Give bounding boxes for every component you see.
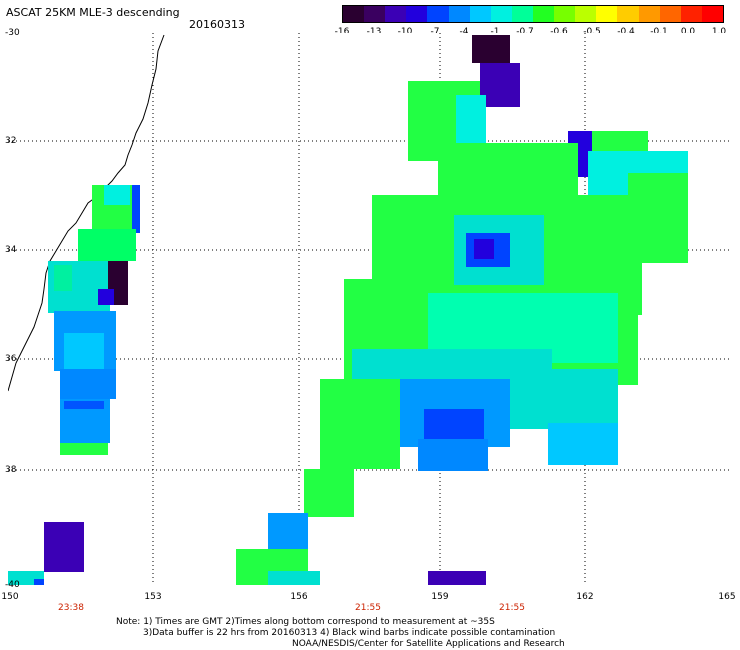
lon-label: 162: [576, 592, 594, 602]
note-line-3: NOAA/NESDIS/Center for Satellite Applica…: [292, 639, 565, 649]
colorbar-swatch: [575, 6, 597, 22]
colorbar-tick: -0.7: [516, 27, 534, 37]
colorbar: [342, 5, 724, 23]
coastline: [8, 34, 165, 392]
colorbar-swatch: [364, 6, 386, 22]
colorbar-swatch: [680, 6, 702, 22]
colorbar-swatch: [427, 6, 449, 22]
colorbar-tick: -10: [397, 27, 413, 37]
colorbar-swatch: [532, 6, 555, 22]
left-swath: [48, 185, 140, 455]
main-swath: [304, 35, 688, 585]
lat-label: 34: [5, 245, 17, 255]
colorbar-swatch: [701, 6, 723, 22]
colorbar-tick: -0.5: [583, 27, 601, 37]
colorbar-tick: -7: [430, 27, 440, 37]
lon-label: 156: [290, 592, 308, 602]
note-line-2: 3)Data buffer is 22 hrs from 20160313 4)…: [143, 628, 556, 638]
time-label: 21:55: [355, 603, 381, 613]
colorbar-tick-labels: -16 -13 -10 -7 -4 -1 -0.7 -0.6 -0.5 -0.4…: [327, 27, 737, 39]
lat-label: -30: [5, 28, 20, 38]
lat-label: 36: [5, 354, 17, 364]
colorbar-tick: 1.0: [711, 27, 727, 37]
colorbar-swatch: [448, 6, 470, 22]
colorbar-swatch: [659, 6, 681, 22]
colorbar-tick: -13: [366, 27, 382, 37]
lon-label: 150: [1, 592, 19, 602]
colorbar-tick: -4: [459, 27, 469, 37]
lon-label: 153: [144, 592, 162, 602]
colorbar-swatch: [406, 6, 428, 22]
colorbar-tick: -0.6: [550, 27, 568, 37]
colorbar-swatch: [511, 6, 533, 22]
time-label: 21:55: [499, 603, 525, 613]
lon-label: 159: [431, 592, 449, 602]
map-title: ASCAT 25KM MLE-3 descending: [6, 6, 180, 19]
date-label: 20160313: [189, 18, 245, 31]
colorbar-swatch: [343, 6, 365, 22]
colorbar-tick: -0.4: [617, 27, 635, 37]
colorbar-tick: -16: [334, 27, 350, 37]
colorbar-swatch: [385, 6, 407, 22]
time-label: 23:38: [58, 603, 84, 613]
map-svg: [8, 33, 730, 585]
lat-label: 38: [5, 465, 17, 475]
colorbar-tick: -1: [490, 27, 500, 37]
lon-label: 165: [718, 592, 736, 602]
colorbar-swatch: [617, 6, 639, 22]
colorbar-tick: 0.0: [680, 27, 696, 37]
note-line-1: Note: 1) Times are GMT 2)Times along bot…: [116, 617, 495, 627]
lat-label: -40: [5, 580, 20, 590]
colorbar-swatch: [596, 6, 618, 22]
colorbar-swatch: [554, 6, 576, 22]
colorbar-swatch: [469, 6, 491, 22]
colorbar-swatch: [490, 6, 512, 22]
colorbar-tick: -0.1: [650, 27, 668, 37]
colorbar-swatch: [638, 6, 660, 22]
lower-tail-swath: [8, 513, 320, 585]
lat-label: 32: [5, 136, 17, 146]
map-plot-area: [8, 33, 730, 585]
